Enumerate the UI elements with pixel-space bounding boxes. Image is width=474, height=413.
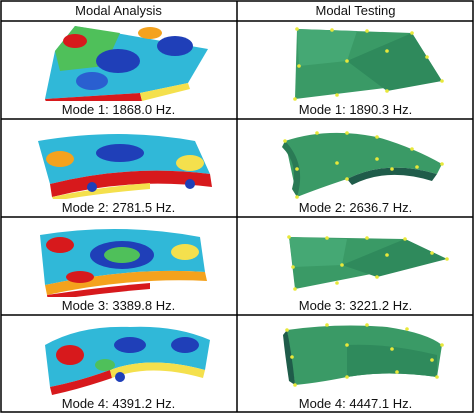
- test-mode-2-plot: [282, 131, 444, 199]
- header-modal-testing: Modal Testing: [315, 2, 396, 18]
- fe-mode-2-plot: [38, 134, 212, 199]
- testing-caption-mode-1: Mode 1: 1890.3 Hz.: [298, 102, 413, 117]
- fe-mode-3-plot: [40, 228, 207, 297]
- analysis-caption-mode-3: Mode 3: 3389.8 Hz.: [61, 298, 176, 313]
- analysis-cell-mode-4: Mode 4: 4391.2 Hz.: [0, 315, 237, 413]
- testing-cell-mode-1: Mode 1: 1890.3 Hz.: [237, 21, 474, 119]
- testing-cell-mode-2: Mode 2: 2636.7 Hz.: [237, 119, 474, 217]
- analysis-caption-mode-4: Mode 4: 4391.2 Hz.: [61, 396, 176, 411]
- analysis-cell-mode-3: Mode 3: 3389.8 Hz.: [0, 217, 237, 315]
- testing-caption-mode-4: Mode 4: 4447.1 Hz.: [298, 396, 413, 411]
- analysis-cell-mode-1: Mode 1: 1868.0 Hz.: [0, 21, 237, 119]
- test-mode-1-plot: [293, 27, 444, 101]
- header-modal-analysis: Modal Analysis: [75, 2, 162, 18]
- fe-mode-4-plot: [45, 326, 210, 395]
- fe-mode-1-plot: [45, 26, 208, 101]
- analysis-caption-mode-2: Mode 2: 2781.5 Hz.: [61, 200, 176, 215]
- analysis-cell-mode-2: Mode 2: 2781.5 Hz.: [0, 119, 237, 217]
- test-mode-3-plot: [287, 235, 449, 291]
- test-mode-4-plot: [283, 323, 444, 387]
- testing-caption-mode-2: Mode 2: 2636.7 Hz.: [298, 200, 413, 215]
- testing-cell-mode-3: Mode 3: 3221.2 Hz.: [237, 217, 474, 315]
- testing-cell-mode-4: Mode 4: 4447.1 Hz.: [237, 315, 474, 413]
- testing-caption-mode-3: Mode 3: 3221.2 Hz.: [298, 298, 413, 313]
- analysis-caption-mode-1: Mode 1: 1868.0 Hz.: [61, 102, 176, 117]
